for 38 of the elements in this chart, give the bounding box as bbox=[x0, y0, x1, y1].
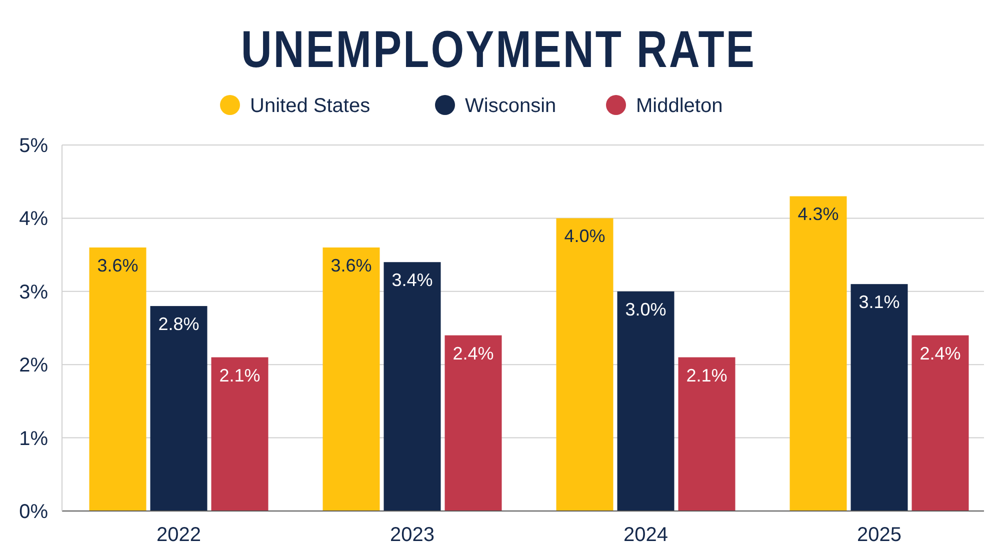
data-label: 2.4% bbox=[452, 343, 494, 364]
x-tick-label: 2022 bbox=[156, 524, 201, 546]
data-label: 3.4% bbox=[392, 270, 433, 290]
data-label: 4.0% bbox=[564, 226, 606, 246]
legend-label: Wisconsin bbox=[465, 95, 556, 117]
bar bbox=[556, 218, 614, 511]
bar bbox=[150, 306, 208, 511]
data-label: 3.1% bbox=[858, 292, 900, 312]
bar bbox=[444, 335, 502, 511]
data-label: 2.1% bbox=[219, 365, 260, 386]
data-label: 3.6% bbox=[97, 255, 138, 276]
bar bbox=[678, 357, 736, 511]
bar bbox=[790, 196, 847, 511]
data-label: 2.1% bbox=[686, 365, 728, 386]
data-label: 3.6% bbox=[330, 255, 372, 276]
data-label: 2.8% bbox=[158, 314, 200, 334]
bar bbox=[211, 357, 268, 511]
y-tick-label: 1% bbox=[19, 428, 48, 450]
x-tick-label: 2023 bbox=[390, 524, 434, 546]
data-label: 2.4% bbox=[920, 343, 961, 364]
data-label: 4.3% bbox=[798, 204, 839, 224]
y-tick-label: 4% bbox=[19, 208, 48, 230]
x-tick-label: 2024 bbox=[624, 524, 668, 546]
bar bbox=[322, 247, 380, 511]
legend-label: Middleton bbox=[636, 95, 723, 117]
bar bbox=[89, 247, 146, 511]
bar bbox=[850, 284, 908, 511]
y-tick-label: 3% bbox=[19, 281, 48, 304]
y-tick-label: 5% bbox=[19, 135, 48, 157]
bar bbox=[912, 335, 969, 511]
bar bbox=[384, 262, 441, 511]
chart-title: UNEMPLOYMENT RATE bbox=[240, 21, 756, 80]
bar bbox=[617, 291, 674, 511]
legend-label: United States bbox=[250, 95, 370, 117]
x-tick-label: 2025 bbox=[857, 524, 902, 546]
y-tick-label: 0% bbox=[19, 501, 48, 523]
data-label: 3.0% bbox=[625, 299, 666, 320]
y-tick-label: 2% bbox=[19, 354, 48, 377]
